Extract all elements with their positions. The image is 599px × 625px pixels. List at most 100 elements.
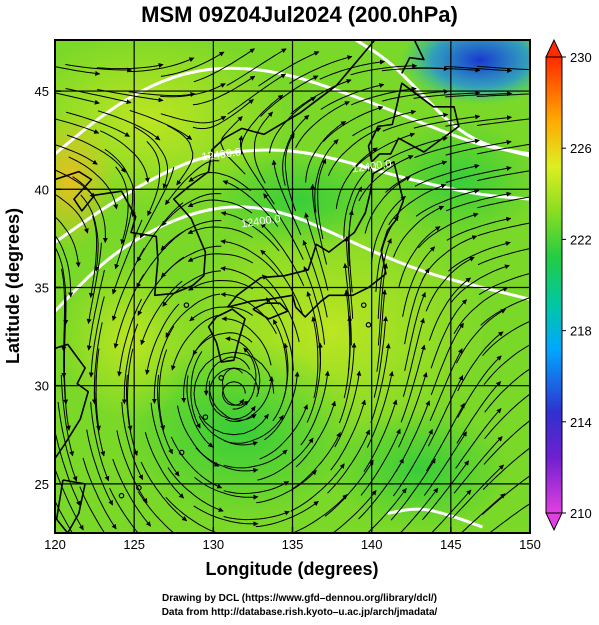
grid-layer — [55, 40, 530, 533]
colorbar-tick-label: 222 — [570, 232, 592, 247]
streamline — [422, 460, 470, 521]
streamline — [257, 437, 314, 481]
colorbar: 210 214 218 222 226 230 — [545, 38, 592, 532]
streamline — [306, 291, 321, 372]
streamline — [109, 487, 139, 533]
streamline — [289, 55, 353, 84]
streamline — [227, 73, 287, 115]
streamline — [139, 166, 175, 239]
streamline — [156, 374, 173, 455]
streamline — [425, 256, 475, 312]
streamline — [187, 253, 254, 264]
island — [365, 322, 372, 328]
contour-label: 12400.0 — [240, 213, 281, 230]
streamline — [133, 126, 168, 189]
streamline — [477, 143, 530, 155]
streamline — [477, 170, 530, 182]
streamline — [126, 348, 134, 431]
streamline — [259, 404, 308, 460]
streamline — [272, 319, 288, 399]
streamline — [91, 322, 103, 405]
streamline — [117, 298, 142, 377]
streamline — [354, 132, 416, 169]
streamline — [476, 118, 530, 126]
streamline — [188, 279, 254, 291]
streamline — [430, 489, 472, 533]
streamline — [481, 475, 530, 515]
streamline — [55, 193, 89, 234]
streamline — [164, 160, 220, 206]
streamline — [223, 510, 290, 521]
streamline — [258, 51, 320, 87]
streamline — [225, 376, 274, 423]
streamline — [55, 118, 100, 134]
x-tick-label: 120 — [44, 537, 66, 552]
streamline — [116, 430, 148, 504]
streamline — [445, 165, 512, 183]
streamline — [478, 272, 530, 296]
streamline — [376, 289, 387, 372]
streamline — [302, 240, 328, 318]
streamline — [97, 110, 161, 141]
streamline — [55, 92, 100, 105]
island — [360, 302, 367, 308]
streamline — [140, 280, 183, 346]
streamline — [220, 292, 277, 335]
streamline — [413, 114, 481, 129]
streamline — [360, 428, 401, 496]
streamline — [366, 487, 407, 533]
streamline — [223, 414, 284, 444]
streamline — [256, 469, 317, 504]
contour-label-layer: 12400.0 12400.0 12400.0 — [201, 146, 392, 230]
coastline — [226, 161, 405, 318]
streamline — [80, 194, 100, 272]
streamline — [393, 205, 445, 258]
streamline — [88, 216, 98, 298]
streamline — [450, 264, 510, 304]
streamline — [295, 101, 350, 149]
streamline — [263, 193, 304, 260]
streamline — [366, 371, 394, 448]
streamline — [221, 316, 272, 366]
streamline — [144, 432, 185, 499]
streamline — [60, 374, 75, 457]
coastline — [55, 479, 86, 533]
streamline — [484, 368, 530, 413]
streamline — [402, 246, 436, 317]
x-tick-label: 135 — [282, 537, 304, 552]
streamline — [146, 141, 161, 216]
streamline — [137, 491, 175, 533]
streamline — [291, 494, 348, 533]
streamline — [480, 297, 530, 326]
streamline — [477, 222, 530, 237]
streamline — [222, 180, 279, 227]
x-tick-label: 145 — [440, 537, 462, 552]
field-patch — [400, 40, 530, 105]
contour-line — [55, 205, 530, 313]
streamline — [55, 500, 73, 533]
streamline — [460, 493, 506, 533]
streamline — [158, 349, 168, 431]
credit-drawing: Drawing by DCL (https://www.gfd–dennou.o… — [161, 593, 437, 604]
streamline — [160, 113, 227, 124]
streamline — [457, 355, 502, 418]
island — [118, 492, 125, 499]
x-tick-label: 130 — [202, 537, 224, 552]
streamline — [90, 401, 110, 482]
streamline — [343, 166, 372, 239]
streamline — [430, 299, 467, 369]
streamline — [364, 176, 411, 234]
chart-title: MSM 09Z04Jul2024 (200.0hPa) — [141, 2, 458, 27]
y-tick-label: 30 — [35, 379, 49, 394]
coastline — [252, 302, 289, 320]
streamline — [395, 400, 431, 473]
streamline — [363, 399, 398, 472]
x-tick-label: 140 — [361, 537, 383, 552]
cyclone-streamline — [221, 381, 246, 406]
streamline — [445, 139, 512, 156]
streamline — [320, 83, 385, 110]
streamline — [121, 323, 139, 405]
streamline — [55, 144, 98, 165]
contour-line — [55, 66, 530, 156]
